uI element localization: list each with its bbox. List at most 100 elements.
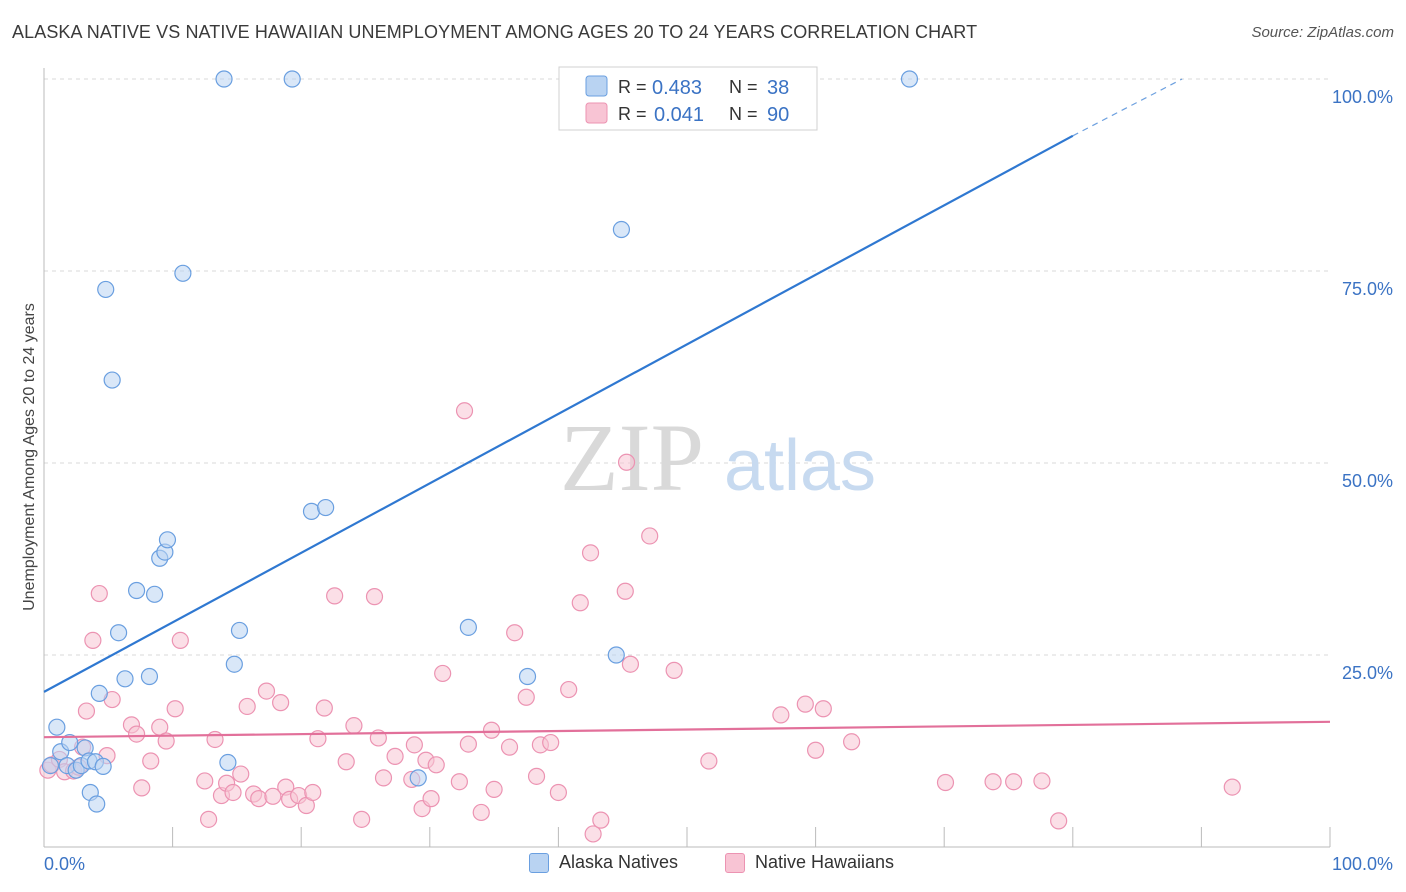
data-point-alaska-natives bbox=[612, 220, 631, 239]
data-point-native-hawaiians bbox=[1223, 778, 1241, 796]
data-point-native-hawaiians bbox=[142, 752, 160, 770]
axes bbox=[43, 68, 1331, 848]
legend-r-label-pink: R = bbox=[618, 104, 647, 124]
legend-item-native-hawaiians: Native Hawaiians bbox=[725, 852, 894, 873]
data-point-alaska-natives bbox=[145, 585, 164, 603]
data-point-native-hawaiians bbox=[814, 700, 832, 718]
x-tick-label-max: 100.0% bbox=[1332, 854, 1393, 874]
data-point-alaska-natives bbox=[90, 684, 108, 703]
legend-n-value-pink: 90 bbox=[767, 104, 789, 126]
trend-lines bbox=[43, 78, 1331, 739]
source-label: Source: ZipAtlas.com bbox=[1251, 24, 1394, 41]
data-point-native-hawaiians bbox=[772, 706, 790, 724]
data-point-native-hawaiians bbox=[250, 790, 268, 808]
y-tick-label: 75.0% bbox=[1342, 279, 1393, 299]
grid-lines bbox=[44, 78, 1330, 656]
legend-swatch-alaska-natives bbox=[529, 852, 549, 873]
data-point-native-hawaiians bbox=[455, 402, 474, 420]
data-point-native-hawaiians bbox=[304, 783, 322, 802]
trend-line-alaska-natives bbox=[43, 134, 1074, 693]
data-point-native-hawaiians bbox=[386, 747, 404, 765]
data-point-native-hawaiians bbox=[196, 772, 214, 790]
data-point-native-hawaiians bbox=[127, 725, 146, 743]
data-point-alaska-natives bbox=[459, 618, 477, 636]
data-point-native-hawaiians bbox=[166, 700, 184, 718]
data-point-alaska-natives bbox=[219, 753, 237, 772]
data-point-native-hawaiians bbox=[365, 588, 384, 606]
data-point-native-hawaiians bbox=[374, 769, 393, 787]
data-point-native-hawaiians bbox=[984, 773, 1002, 791]
data-point-native-hawaiians bbox=[171, 631, 189, 650]
data-point-native-hawaiians bbox=[232, 765, 250, 783]
data-point-native-hawaiians bbox=[485, 780, 503, 799]
y-tick-label: 100.0% bbox=[1332, 87, 1393, 107]
data-point-alaska-natives bbox=[94, 757, 112, 775]
data-point-native-hawaiians bbox=[133, 779, 151, 797]
data-point-alaska-natives bbox=[302, 502, 321, 520]
data-point-native-hawaiians bbox=[264, 787, 282, 805]
data-point-native-hawaiians bbox=[581, 544, 600, 562]
data-point-native-hawaiians bbox=[641, 527, 659, 545]
data-point-native-hawaiians bbox=[200, 810, 218, 828]
data-point-native-hawaiians bbox=[1050, 812, 1068, 830]
data-point-alaska-natives bbox=[48, 718, 66, 736]
data-point-alaska-natives bbox=[116, 670, 134, 688]
data-point-native-hawaiians bbox=[157, 732, 175, 750]
data-point-alaska-natives bbox=[174, 264, 192, 282]
data-point-native-hawaiians bbox=[450, 773, 468, 791]
data-point-alaska-natives bbox=[215, 70, 233, 88]
legend-n-value-blue: 38 bbox=[767, 77, 789, 99]
series-legend: Alaska Natives Native Hawaiians bbox=[0, 852, 1406, 876]
x-tick-labels: 0.0% 100.0% bbox=[44, 854, 1393, 874]
data-point-alaska-natives bbox=[88, 795, 106, 813]
legend-swatch-blue bbox=[585, 75, 608, 97]
legend-n-label-pink: N = bbox=[729, 104, 758, 124]
data-point-alaska-natives bbox=[97, 280, 115, 299]
data-point-native-hawaiians bbox=[796, 695, 814, 713]
data-point-native-hawaiians bbox=[315, 699, 333, 717]
data-point-alaska-natives bbox=[225, 655, 243, 673]
data-point-native-hawaiians bbox=[506, 624, 524, 642]
data-point-native-hawaiians bbox=[617, 453, 636, 471]
data-point-native-hawaiians bbox=[584, 825, 602, 843]
data-point-alaska-natives bbox=[900, 70, 919, 88]
trend-line-extension-alaska-natives bbox=[1072, 78, 1183, 137]
data-point-native-hawaiians bbox=[224, 783, 242, 802]
trend-line-native-hawaiians bbox=[43, 720, 1331, 739]
data-point-native-hawaiians bbox=[206, 730, 224, 749]
data-point-native-hawaiians bbox=[77, 702, 96, 720]
watermark-atlas: atlas bbox=[724, 426, 876, 506]
legend-r-label-blue: R = bbox=[618, 77, 647, 97]
correlation-legend: R = 0.483 N = 38 R = 0.041 N = 90 bbox=[558, 66, 818, 131]
data-point-native-hawaiians bbox=[482, 721, 501, 739]
data-point-native-hawaiians bbox=[517, 688, 535, 706]
data-point-native-hawaiians bbox=[560, 680, 578, 699]
legend-r-value-pink: 0.041 bbox=[654, 104, 704, 126]
data-point-alaska-natives bbox=[140, 667, 159, 686]
data-point-alaska-natives bbox=[158, 531, 177, 549]
data-point-native-hawaiians bbox=[542, 733, 560, 752]
legend-label-alaska-natives: Alaska Natives bbox=[559, 852, 679, 872]
data-point-native-hawaiians bbox=[592, 811, 610, 829]
data-point-native-hawaiians bbox=[665, 661, 683, 679]
data-point-native-hawaiians bbox=[326, 587, 344, 605]
x-tick-label-min: 0.0% bbox=[44, 854, 85, 874]
legend-label-native-hawaiians: Native Hawaiians bbox=[755, 852, 895, 872]
data-point-native-hawaiians bbox=[621, 655, 640, 673]
data-point-native-hawaiians bbox=[272, 694, 290, 712]
data-point-native-hawaiians bbox=[571, 594, 589, 612]
data-point-alaska-natives bbox=[230, 621, 249, 640]
data-point-native-hawaiians bbox=[1033, 772, 1051, 790]
data-point-native-hawaiians bbox=[337, 753, 355, 771]
legend-swatch-pink bbox=[585, 102, 608, 124]
y-tick-labels: 25.0% 50.0% 75.0% 100.0% bbox=[1332, 87, 1393, 683]
data-point-native-hawaiians bbox=[90, 584, 108, 603]
data-point-alaska-natives bbox=[283, 70, 301, 88]
data-point-native-hawaiians bbox=[353, 810, 371, 828]
data-point-native-hawaiians bbox=[472, 803, 490, 822]
data-point-native-hawaiians bbox=[434, 664, 452, 683]
y-tick-label: 50.0% bbox=[1342, 471, 1393, 491]
data-point-alaska-natives bbox=[109, 624, 128, 642]
legend-swatch-native-hawaiians bbox=[725, 852, 745, 873]
